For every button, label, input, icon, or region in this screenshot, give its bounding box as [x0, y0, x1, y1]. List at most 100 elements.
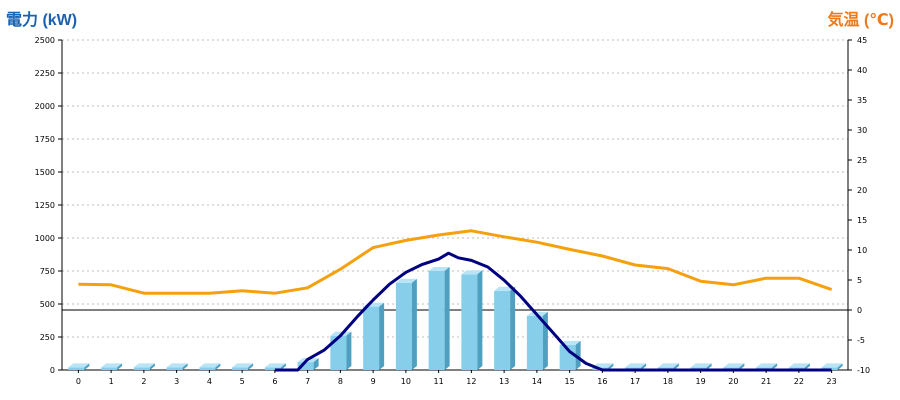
left-tick-label: 2500 [35, 36, 55, 45]
bar-top [232, 363, 254, 368]
bar-front [330, 335, 347, 370]
right-tick-label: 45 [857, 36, 867, 45]
bar [330, 331, 352, 370]
x-tick-label: 14 [532, 377, 542, 386]
x-tick-label: 12 [466, 377, 476, 386]
left-tick-label: 750 [40, 267, 55, 276]
bar-side [248, 363, 254, 370]
bar-top [821, 363, 843, 368]
bar-side [706, 363, 712, 370]
bar-front [395, 282, 412, 370]
bar-side [182, 363, 188, 370]
x-tick-label: 0 [76, 377, 81, 386]
right-tick-label: 40 [857, 66, 867, 75]
bar-front [363, 306, 380, 370]
right-tick-label: 25 [857, 156, 867, 165]
x-tick-label: 19 [696, 377, 706, 386]
bar-top [690, 363, 712, 368]
bar-side [280, 363, 286, 370]
left-tick-label: 1750 [35, 135, 55, 144]
temperature-line [78, 229, 833, 295]
bar-top [592, 363, 614, 368]
right-tick-label: -5 [857, 336, 865, 345]
grid-layer [62, 39, 848, 338]
bar-front [494, 290, 511, 370]
bar-top [133, 363, 155, 368]
bar-top [756, 363, 778, 368]
bar [133, 363, 155, 370]
bar-side [772, 363, 778, 370]
left-tick-label: 2000 [35, 102, 55, 111]
bar-top [788, 363, 810, 368]
right-tick-label: 10 [857, 246, 867, 255]
x-tick-label: 1 [109, 377, 114, 386]
left-axis-title: 電力 (kW) [6, 12, 78, 29]
x-tick-label: 7 [305, 377, 310, 386]
x-tick-label: 4 [207, 377, 212, 386]
bar [428, 267, 450, 370]
bar-side [117, 363, 123, 370]
bar-front [297, 362, 314, 370]
bar-top [68, 363, 90, 368]
right-tick-label: -10 [857, 366, 870, 375]
bar-top [264, 363, 286, 368]
bar-top [723, 363, 745, 368]
bar-side [313, 358, 319, 370]
x-tick-label: 3 [174, 377, 179, 386]
bars-layer [68, 267, 843, 370]
bar-side [608, 363, 614, 370]
bar [395, 278, 417, 370]
x-tick-label: 23 [827, 377, 837, 386]
bar [68, 363, 90, 370]
x-tick-label: 11 [434, 377, 444, 386]
x-tick-label: 17 [630, 377, 640, 386]
bar-front [526, 315, 543, 370]
bar-top [657, 363, 679, 368]
bar-front [199, 367, 216, 370]
bar-top [428, 267, 450, 271]
bar-side [444, 267, 450, 370]
bar [363, 302, 385, 370]
bar-top [461, 270, 483, 275]
generation-line [274, 251, 832, 372]
bar-side [149, 363, 155, 370]
x-tick-label: 18 [663, 377, 673, 386]
bar-front [166, 367, 183, 370]
bar-top [395, 278, 417, 283]
bar-top [166, 363, 188, 368]
x-tick-label: 20 [728, 377, 738, 386]
bar-side [804, 363, 810, 370]
bar [264, 363, 286, 370]
bar-front [264, 367, 281, 370]
ticks-layer: 02505007501000125015001750200022502500-1… [35, 36, 870, 386]
bar-front [101, 367, 118, 370]
bar [494, 286, 516, 370]
bar-front [133, 367, 150, 370]
lines-layer [78, 229, 833, 372]
bar-side [575, 340, 581, 370]
right-tick-label: 0 [857, 306, 862, 315]
bar-side [215, 363, 221, 370]
x-tick-label: 15 [565, 377, 575, 386]
bar-side [673, 363, 679, 370]
x-tick-label: 10 [401, 377, 411, 386]
bar [101, 363, 123, 370]
x-tick-label: 22 [794, 377, 804, 386]
left-tick-label: 250 [40, 333, 55, 342]
x-tick-label: 5 [240, 377, 245, 386]
x-tick-label: 6 [272, 377, 277, 386]
bar-side [346, 331, 352, 370]
x-tick-label: 16 [597, 377, 607, 386]
bar-side [477, 270, 483, 370]
bar-front [232, 367, 249, 370]
bar-side [739, 363, 745, 370]
bar [461, 270, 483, 370]
bar [166, 363, 188, 370]
bar-side [411, 278, 417, 370]
left-tick-label: 1000 [35, 234, 55, 243]
left-tick-label: 2250 [35, 69, 55, 78]
x-tick-label: 8 [338, 377, 343, 386]
bar-side [510, 286, 516, 370]
x-tick-label: 9 [371, 377, 376, 386]
bar-side [84, 363, 90, 370]
